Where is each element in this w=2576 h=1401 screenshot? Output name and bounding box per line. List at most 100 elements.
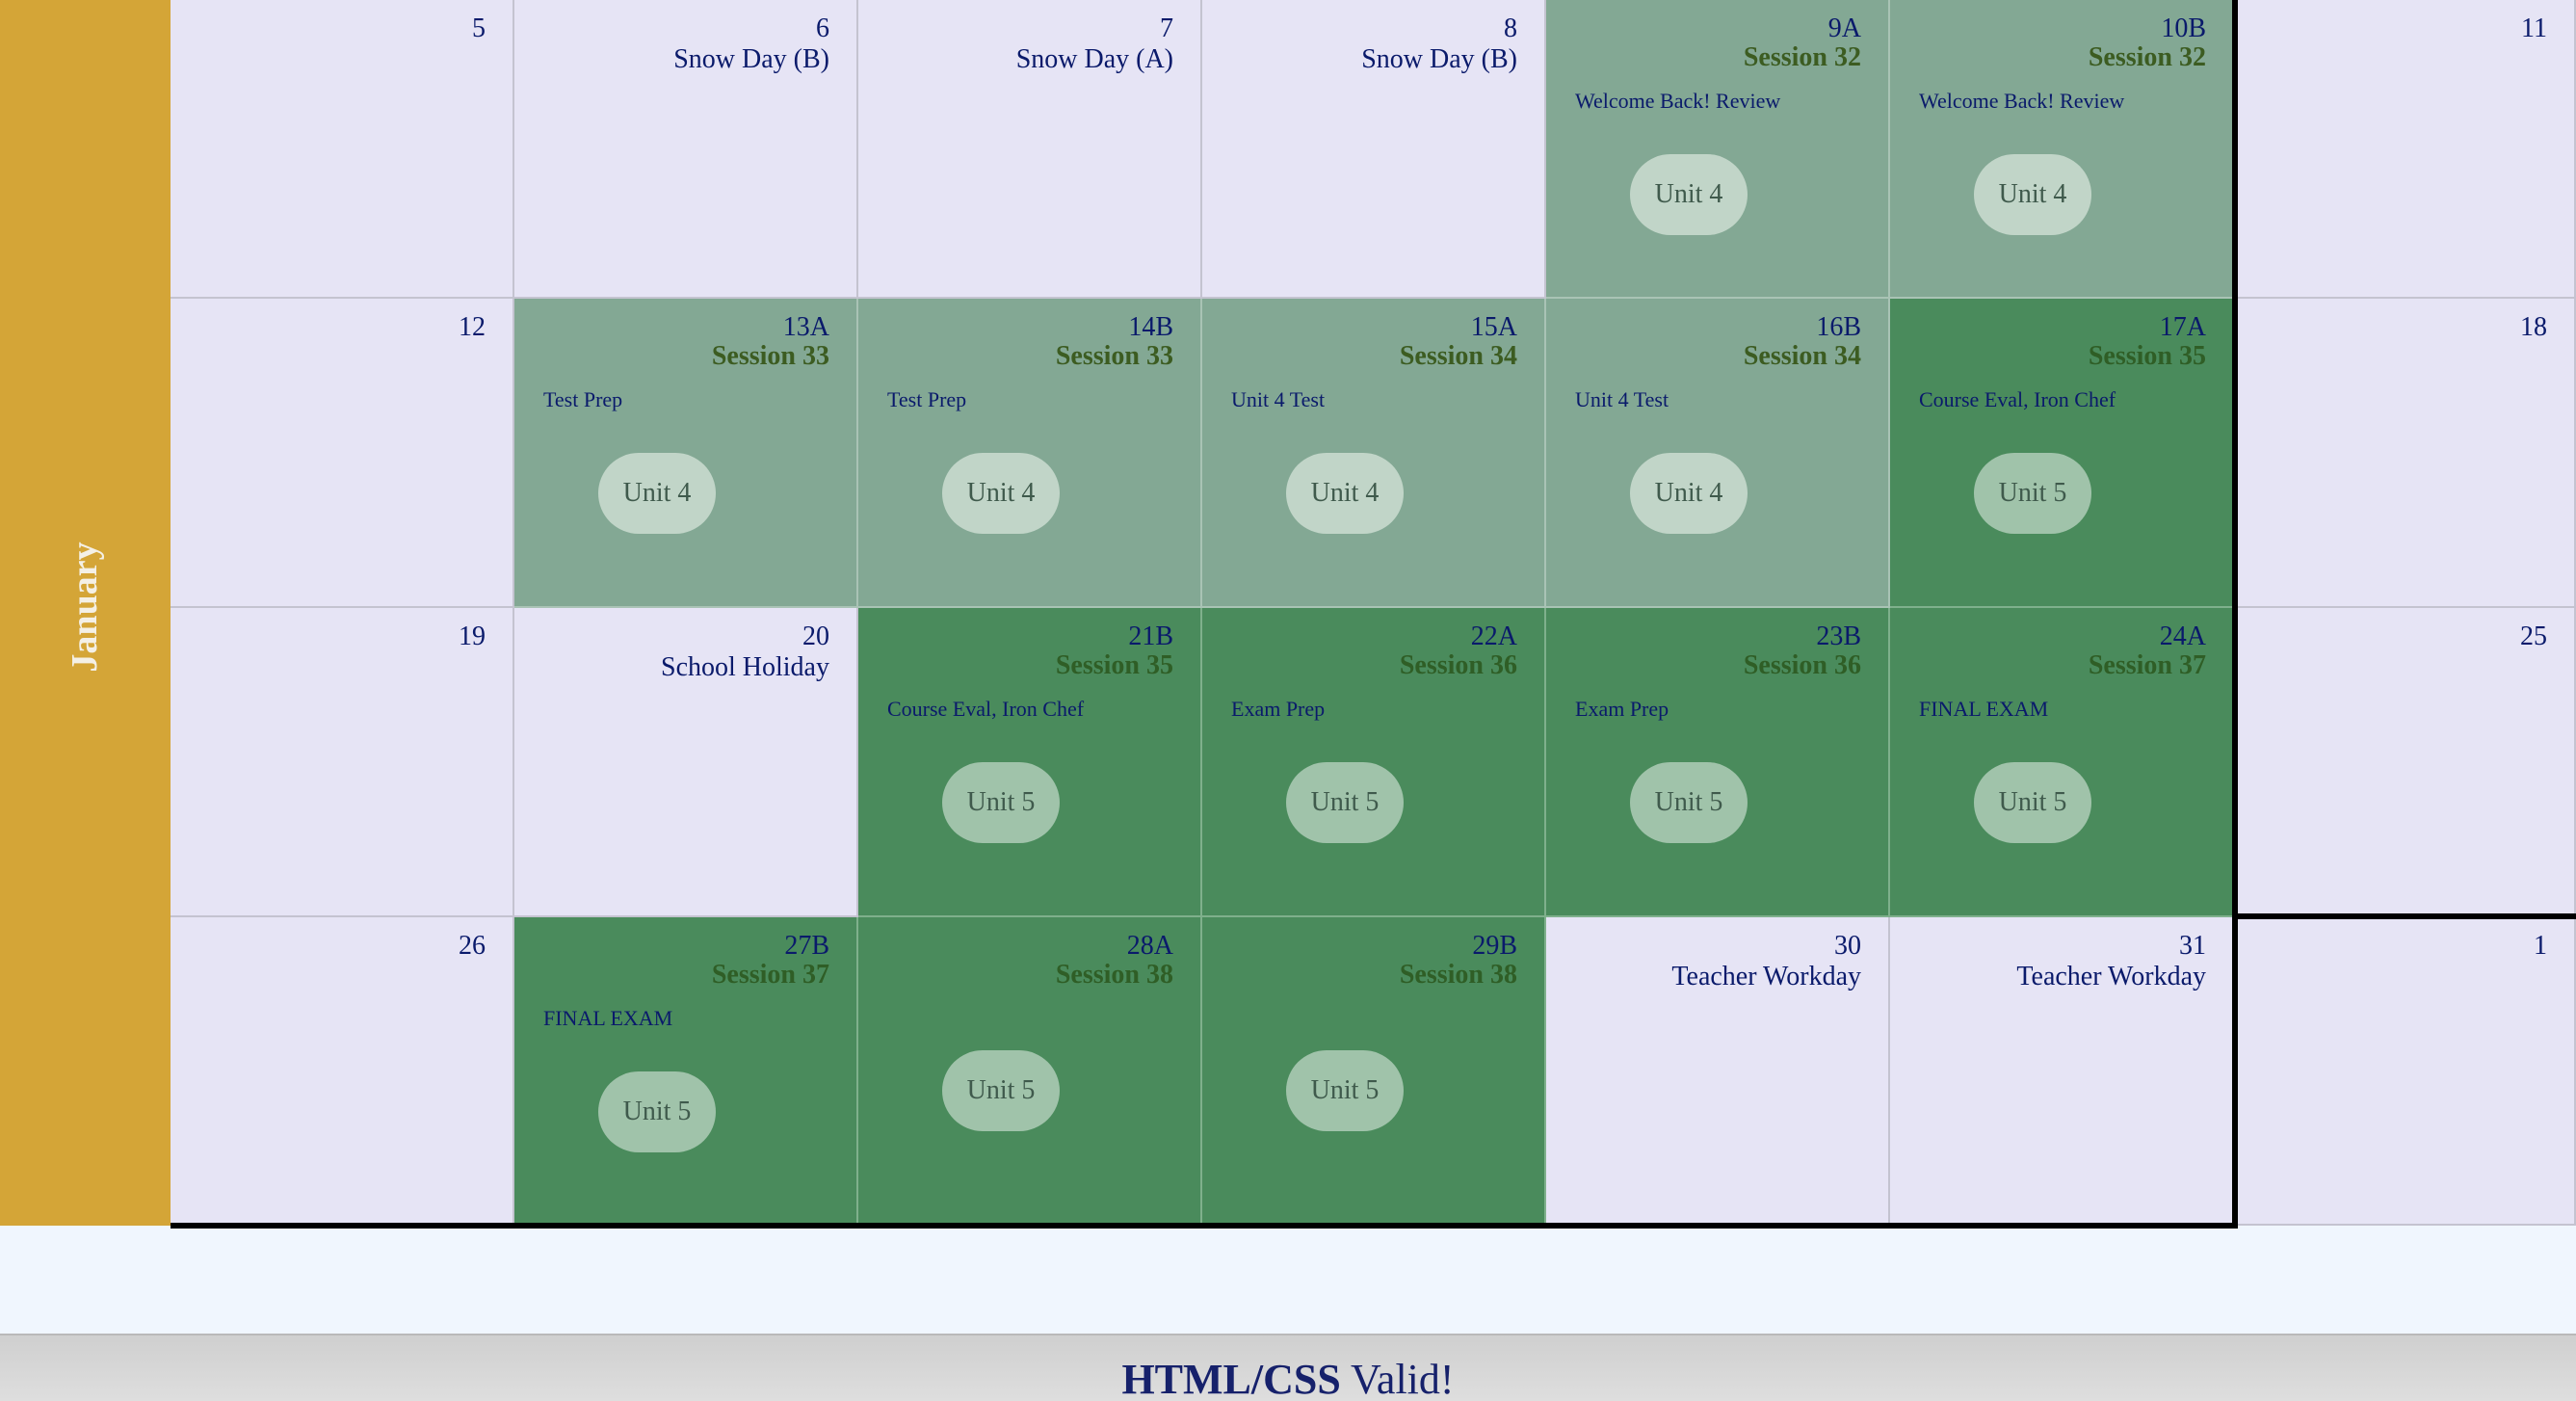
day-cell: 16B Session 34 Unit 4 Test Unit 4 [1546,299,1890,608]
unit-badge: Unit 4 [1630,453,1748,534]
unit-badge: Unit 5 [942,762,1060,843]
day-note: Snow Day (A) [1015,44,1173,74]
day-cell: 10B Session 32 Welcome Back! Review Unit 4 [1890,0,2235,299]
day-number: 10B [2161,13,2206,43]
day-number: 20 [802,621,829,651]
day-number: 23B [1816,621,1861,651]
day-cell: 27B Session 37 FINAL EXAM Unit 5 [514,917,858,1226]
topic-label: Test Prep [543,387,623,411]
day-note: School Holiday [661,652,829,682]
day-number: 30 [1834,931,1861,961]
unit-badge: Unit 5 [1974,453,2091,534]
day-number: 22A [1470,621,1517,651]
day-number: 14B [1128,312,1173,342]
topic-label: Course Eval, Iron Chef [1919,387,2116,411]
topic-label: Unit 4 Test [1575,387,1669,411]
day-cell: 14B Session 33 Test Prep Unit 4 [858,299,1202,608]
session-label: Session 36 [1399,650,1517,680]
day-number: 12 [459,312,486,342]
month-band: January [0,0,171,1226]
calendar-grid: 5 6 Snow Day (B) 7 Snow Day (A) 8 Snow Day (B)… [171,0,2576,1226]
day-note: Snow Day (B) [1361,44,1517,74]
day-number: 21B [1128,621,1173,651]
day-number: 15A [1470,312,1517,342]
month-label: January [65,542,105,673]
day-number: 5 [472,13,486,43]
unit-badge: Unit 4 [1286,453,1404,534]
day-number: 7 [1160,13,1173,43]
topic-label: Exam Prep [1231,697,1326,721]
unit-badge: Unit 5 [598,1071,716,1152]
unit-badge: Unit 4 [942,453,1060,534]
day-cell: 22A Session 36 Exam Prep Unit 5 [1202,608,1546,917]
day-cell: 23B Session 36 Exam Prep Unit 5 [1546,608,1890,917]
day-cell: 8 Snow Day (B) [1202,0,1546,299]
day-cell: 21B Session 35 Course Eval, Iron Chef Unit … [858,608,1202,917]
day-cell: 9A Session 32 Welcome Back! Review Unit 4 [1546,0,1890,299]
day-number: 13A [782,312,829,342]
day-number: 1 [2534,931,2547,961]
day-number: 19 [459,621,486,651]
session-label: Session 37 [2088,650,2206,680]
day-number: 9A [1827,13,1861,43]
session-label: Session 37 [711,960,829,990]
unit-badge: Unit 5 [1974,762,2091,843]
day-cell: 24A Session 37 FINAL EXAM Unit 5 [1890,608,2235,917]
day-cell: 29B Session 38 Unit 5 [1202,917,1546,1226]
day-cell: 12 [171,299,514,608]
unit-badge: Unit 5 [1286,1050,1404,1131]
topic-label: Exam Prep [1575,697,1669,721]
day-cell: 31 Teacher Workday [1890,917,2235,1226]
day-cell: 13A Session 33 Test Prep Unit 4 [514,299,858,608]
day-number: 6 [816,13,829,43]
day-note: Snow Day (B) [673,44,829,74]
validation-rest: Valid! [1340,1356,1455,1401]
day-number: 8 [1504,13,1517,43]
day-number: 18 [2520,312,2547,342]
topic-label: FINAL EXAM [543,1006,673,1030]
unit-badge: Unit 5 [942,1050,1060,1131]
day-cell: 6 Snow Day (B) [514,0,858,299]
day-cell: 30 Teacher Workday [1546,917,1890,1226]
day-cell: 25 [2234,608,2576,917]
session-label: Session 34 [1743,341,1861,371]
topic-label: Course Eval, Iron Chef [887,697,1085,721]
session-label: Session 33 [711,341,829,371]
footer: HTML/CSS Valid! [0,1334,2576,1401]
day-cell: 7 Snow Day (A) [858,0,1202,299]
day-number: 24A [2159,621,2206,651]
session-label: Session 38 [1055,960,1173,990]
day-cell: 19 [171,608,514,917]
validation-text[interactable]: HTML/CSS Valid! [1121,1355,1454,1401]
topic-label: Welcome Back! Review [1575,89,1781,113]
unit-badge: Unit 4 [598,453,716,534]
topic-label: FINAL EXAM [1919,697,2049,721]
session-label: Session 32 [1743,42,1861,72]
session-label: Session 35 [2088,341,2206,371]
unit-badge: Unit 5 [1286,762,1404,843]
day-number: 17A [2159,312,2206,342]
day-cell: 18 [2234,299,2576,608]
day-number: 28A [1126,931,1173,961]
session-label: Session 38 [1399,960,1517,990]
session-label: Session 33 [1055,341,1173,371]
day-cell: 17A Session 35 Course Eval, Iron Chef Unit … [1890,299,2235,608]
day-number: 26 [459,931,486,961]
day-number: 16B [1816,312,1861,342]
day-cell: 1 [2234,917,2576,1226]
session-label: Session 36 [1743,650,1861,680]
day-cell: 11 [2234,0,2576,299]
topic-label: Unit 4 Test [1231,387,1326,411]
unit-badge: Unit 4 [1974,154,2091,235]
day-cell: 28A Session 38 Unit 5 [858,917,1202,1226]
session-label: Session 34 [1399,341,1517,371]
day-number: 27B [784,931,829,961]
day-cell: 26 [171,917,514,1226]
unit-badge: Unit 5 [1630,762,1748,843]
day-number: 29B [1472,931,1517,961]
day-cell: 15A Session 34 Unit 4 Test Unit 4 [1202,299,1546,608]
validation-strong: HTML/CSS [1121,1356,1341,1401]
session-label: Session 32 [2088,42,2206,72]
day-cell: 20 School Holiday [514,608,858,917]
session-label: Session 35 [1055,650,1173,680]
